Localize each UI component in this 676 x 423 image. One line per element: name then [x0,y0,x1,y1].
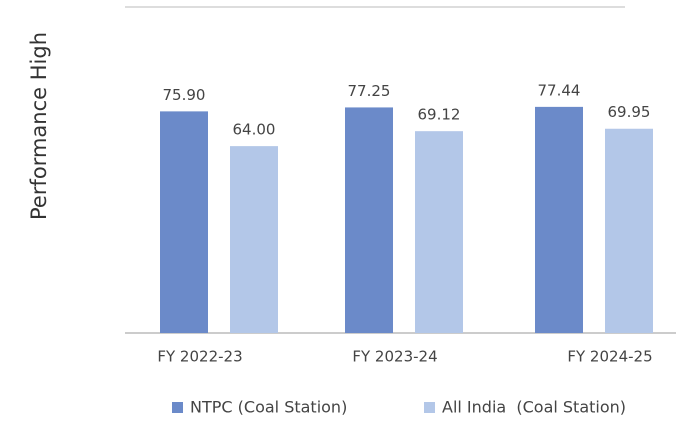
y-axis-label: Performance High [27,32,51,220]
legend-swatch [424,402,435,413]
value-label: 64.00 [233,121,276,139]
value-label: 69.95 [608,103,651,121]
bar [345,107,393,334]
value-label: 75.90 [163,86,206,104]
x-tick-label: FY 2023-24 [352,348,437,366]
bar [415,131,463,333]
bar [535,106,583,333]
bar [230,146,278,333]
legend-label: All India (Coal Station) [442,398,626,417]
x-tick-label: FY 2022-23 [157,348,242,366]
value-label: 77.44 [538,81,581,99]
legend-swatch [172,402,183,413]
legend-label: NTPC (Coal Station) [190,398,347,417]
bar [160,111,208,333]
value-label: 69.12 [418,106,461,124]
x-tick-label: FY 2024-25 [567,348,652,366]
bar [605,128,653,333]
value-label: 77.25 [348,82,391,100]
